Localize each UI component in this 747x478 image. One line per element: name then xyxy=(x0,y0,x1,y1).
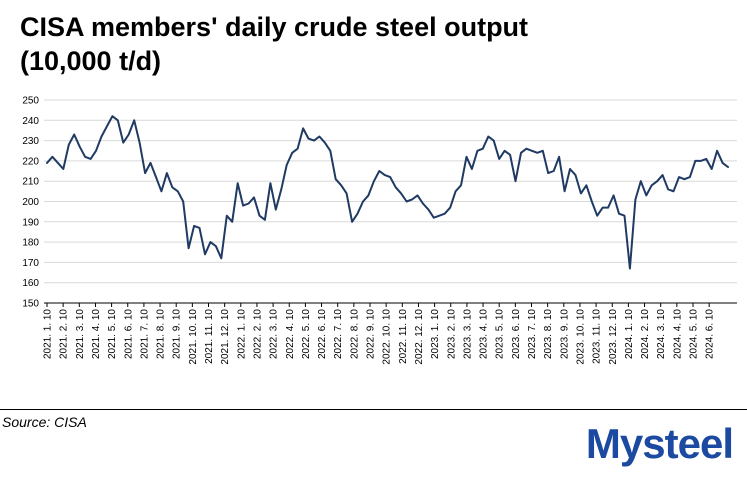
x-tick-label: 2024. 3. 10 xyxy=(656,309,667,359)
x-tick-label: 2022. 6. 10 xyxy=(317,309,328,359)
x-tick-label: 2023. 8. 10 xyxy=(543,309,554,359)
x-tick-label: 2021. 12. 10 xyxy=(220,309,231,365)
x-tick-label: 2024. 4. 10 xyxy=(672,309,683,359)
x-tick-label: 2021. 3. 10 xyxy=(75,309,86,359)
mysteel-logo: Mysteel xyxy=(585,420,734,468)
x-tick-label: 2023. 1. 10 xyxy=(430,309,441,359)
x-tick-label: 2021. 4. 10 xyxy=(91,309,102,359)
x-tick-label: 2021. 6. 10 xyxy=(123,309,134,359)
x-tick-label: 2023. 3. 10 xyxy=(462,309,473,359)
x-tick-label: 2022. 7. 10 xyxy=(333,309,344,359)
x-tick-label: 2022. 9. 10 xyxy=(366,309,377,359)
x-tick-label: 2023. 9. 10 xyxy=(559,309,570,359)
x-axis-ticks: 2021. 1. 10 2021. 2. 10 2021. 3. 10 2021. 4… xyxy=(43,303,716,365)
x-tick-label: 2022. 3. 10 xyxy=(269,309,280,359)
y-axis-ticks: 150 160 170 180 190 200 210 220 230 240 250 xyxy=(22,96,39,310)
x-tick-label: 2021. 8. 10 xyxy=(156,309,167,359)
y-tick-label: 210 xyxy=(22,177,39,188)
y-tick-label: 160 xyxy=(22,278,39,289)
x-tick-label: 2021. 2. 10 xyxy=(59,309,70,359)
x-tick-label: 2023. 2. 10 xyxy=(446,309,457,359)
chart-title: CISA members' daily crude steel output (… xyxy=(20,10,720,78)
logo-text: Mysteel xyxy=(585,420,734,467)
x-tick-label: 2021. 7. 10 xyxy=(139,309,150,359)
y-tick-label: 170 xyxy=(22,258,39,269)
line-chart: 150 160 170 180 190 200 210 220 230 240 250 2021. … xyxy=(22,96,737,365)
x-tick-label: 2021. 11. 10 xyxy=(204,309,215,364)
source-note: Source: CISA xyxy=(2,414,87,430)
y-tick-label: 240 xyxy=(22,116,39,127)
y-tick-label: 230 xyxy=(22,136,39,147)
y-tick-label: 180 xyxy=(22,238,39,249)
x-tick-label: 2024. 1. 10 xyxy=(624,309,635,359)
y-tick-label: 190 xyxy=(22,217,39,228)
x-tick-label: 2022. 10. 10 xyxy=(382,309,393,365)
y-tick-label: 200 xyxy=(22,197,39,208)
chart-title-line1: CISA members' daily crude steel output xyxy=(20,12,529,42)
x-tick-label: 2024. 6. 10 xyxy=(705,309,716,359)
y-tick-label: 250 xyxy=(22,96,39,107)
x-tick-label: 2023. 4. 10 xyxy=(479,309,490,359)
x-tick-label: 2023. 12. 10 xyxy=(608,309,619,365)
x-tick-label: 2023. 7. 10 xyxy=(527,309,538,359)
x-tick-label: 2021. 1. 10 xyxy=(43,309,54,359)
x-tick-label: 2023. 10. 10 xyxy=(575,309,586,365)
x-tick-label: 2022. 8. 10 xyxy=(349,309,360,359)
x-tick-label: 2022. 1. 10 xyxy=(236,309,247,359)
x-tick-label: 2022. 11. 10 xyxy=(398,309,409,364)
y-tick-label: 150 xyxy=(22,299,39,310)
x-tick-label: 2021. 5. 10 xyxy=(107,309,118,359)
y-tick-label: 220 xyxy=(22,156,39,167)
x-tick-label: 2022. 4. 10 xyxy=(285,309,296,359)
x-tick-label: 2024. 5. 10 xyxy=(689,309,700,359)
x-tick-label: 2021. 10. 10 xyxy=(188,309,199,365)
grid-lines xyxy=(44,99,737,304)
x-tick-label: 2023. 5. 10 xyxy=(495,309,506,359)
source-divider xyxy=(0,409,747,410)
x-tick-label: 2022. 12. 10 xyxy=(414,309,425,365)
plot-area xyxy=(46,115,729,270)
x-tick-label: 2023. 6. 10 xyxy=(511,309,522,359)
x-tick-label: 2023. 11. 10 xyxy=(592,309,603,364)
x-tick-label: 2022. 5. 10 xyxy=(301,309,312,359)
series-line xyxy=(46,115,729,270)
x-tick-label: 2021. 9. 10 xyxy=(172,309,183,359)
x-tick-label: 2022. 2. 10 xyxy=(252,309,263,359)
chart-title-line2: (10,000 t/d) xyxy=(20,46,162,76)
x-tick-label: 2024. 2. 10 xyxy=(640,309,651,359)
